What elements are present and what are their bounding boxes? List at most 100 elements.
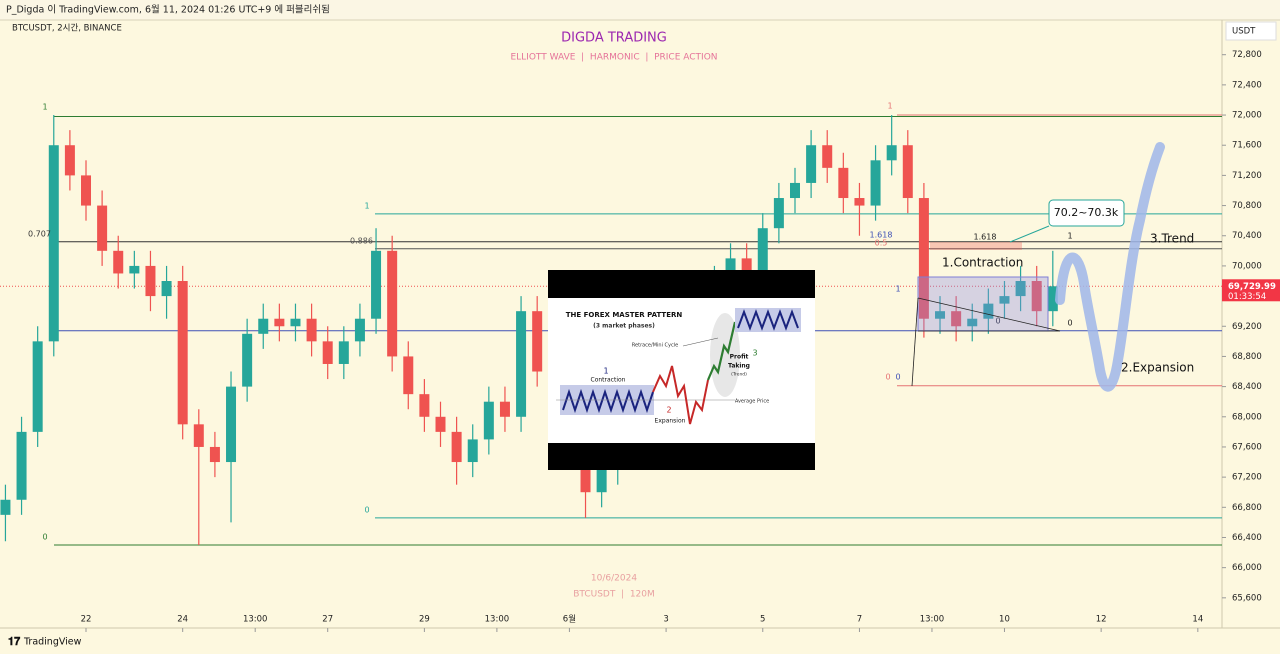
currency-box[interactable] [1225, 21, 1277, 41]
fib-label: 1 [1067, 232, 1072, 241]
candle-body [773, 198, 784, 229]
candle-body [48, 145, 59, 342]
contraction-box [917, 276, 1049, 332]
inset-pointer [682, 337, 719, 347]
candle-body [757, 228, 768, 274]
chart-subtitle: ELLIOTT WAVE | HARMONIC | PRICE ACTION [510, 53, 717, 63]
level-label: 1 [887, 102, 892, 111]
leg-line [911, 297, 919, 387]
candle-body [193, 424, 204, 447]
y-tick-label: 70,000 [1232, 261, 1262, 271]
y-tick-label: 71,200 [1232, 171, 1262, 181]
header-bar [0, 0, 1280, 20]
candle-body [113, 250, 124, 274]
inset-profit: Profit [730, 354, 749, 361]
x-tick-label: 29 [419, 615, 430, 625]
footer-logo[interactable]: 𝟏𝟕 TradingView [8, 635, 82, 648]
y-tick-label: 67,200 [1232, 473, 1262, 483]
candle-body [935, 311, 946, 319]
callout-pointer [1009, 225, 1050, 243]
candle-body [338, 341, 349, 364]
candle-body [789, 182, 800, 199]
candle-body [290, 318, 301, 327]
candle-body [64, 145, 75, 176]
phase-label: 2.Expansion [1121, 361, 1194, 375]
fib-label: 1.618 [974, 233, 997, 242]
inset-subtitle: (3 market phases) [593, 323, 655, 330]
candle-body [499, 401, 510, 417]
chart-title: DIGDA TRADING [561, 31, 667, 46]
currency: USDT [1232, 27, 1256, 37]
candle-body [532, 311, 543, 372]
candle-body [870, 160, 881, 206]
logo-text: TradingView [23, 637, 82, 648]
y-tick-label: 66,400 [1232, 533, 1262, 543]
candle-body [209, 446, 220, 463]
x-tick-label: 6월 [563, 614, 576, 625]
inset-zigzag-top [737, 309, 799, 331]
logo-mark: 𝟏𝟕 [8, 635, 21, 648]
candle-body [322, 341, 333, 364]
candle-body [580, 454, 591, 493]
y-tick-label: 68,800 [1232, 352, 1262, 362]
candle-body [886, 145, 897, 161]
x-tick-label: 22 [81, 615, 92, 625]
candle-body [483, 401, 494, 440]
x-tick-label: 5 [760, 615, 765, 625]
candle-body [983, 303, 994, 319]
y-tick-label: 68,400 [1232, 382, 1262, 392]
candle-body [97, 205, 108, 251]
fib-label: 0 [895, 373, 900, 382]
last-price-label: 69,729.99 [1228, 282, 1276, 292]
y-tick-label: 72,800 [1232, 50, 1262, 60]
candle-body [918, 198, 929, 319]
candle-body [354, 318, 365, 342]
x-tick-label: 10 [999, 615, 1010, 625]
watermark-date: 10/6/2024 [591, 574, 637, 584]
fib-label: 1 [895, 285, 900, 294]
last-price-tag [1222, 279, 1280, 302]
phase-label: 3.Trend [1150, 232, 1194, 246]
y-tick-label: 72,000 [1232, 111, 1262, 121]
candle-body [419, 394, 430, 417]
fib-label: 1.618 [870, 231, 893, 240]
candle-body [32, 341, 43, 432]
fib-label: 0 [1067, 319, 1072, 328]
candle-body [516, 311, 527, 417]
projection-brush [1055, 142, 1165, 392]
candles [0, 114, 1222, 546]
inset-average: Average Price [735, 399, 769, 405]
candle-body [81, 175, 92, 206]
inset-n3: 3 [752, 349, 757, 358]
y-tick-label: 68,000 [1232, 412, 1262, 422]
publish-note: P_Digda 이 TradingView.com, 6월 11, 2024 0… [6, 4, 330, 16]
x-tick-label: 12 [1096, 615, 1107, 625]
inset-zigzag [562, 388, 654, 414]
drawings: 70.2~70.3k 1.Contraction 2.Expansion 3.T… [911, 142, 1194, 392]
candle-body [371, 250, 382, 319]
x-tick-label: 13:00 [243, 615, 268, 625]
candle-body [999, 296, 1010, 304]
candle-body [161, 281, 172, 297]
inset-trend [706, 321, 737, 381]
candle-body [902, 145, 913, 199]
y-tick-label: 65,600 [1232, 593, 1262, 603]
inset-image: THE FOREX MASTER PATTERN (3 market phase… [548, 270, 815, 470]
candle-body [226, 386, 237, 463]
fib-label: 0 [995, 317, 1000, 326]
candle-body [16, 431, 27, 500]
symbol-info: BTCUSDT, 2시간, BINANCE [12, 23, 122, 34]
callout-text: 70.2~70.3k [1054, 206, 1119, 219]
x-tick-label: 13:00 [485, 615, 510, 625]
candle-body [951, 311, 962, 327]
phase-label: 1.Contraction [942, 256, 1023, 270]
candle-body [258, 318, 269, 334]
candle-body [854, 198, 865, 206]
candle-body [467, 439, 478, 463]
callout-box [1048, 199, 1125, 227]
x-tick-label: 14 [1192, 615, 1203, 625]
candle-body [274, 318, 285, 327]
y-tick-label: 72,400 [1232, 80, 1262, 90]
